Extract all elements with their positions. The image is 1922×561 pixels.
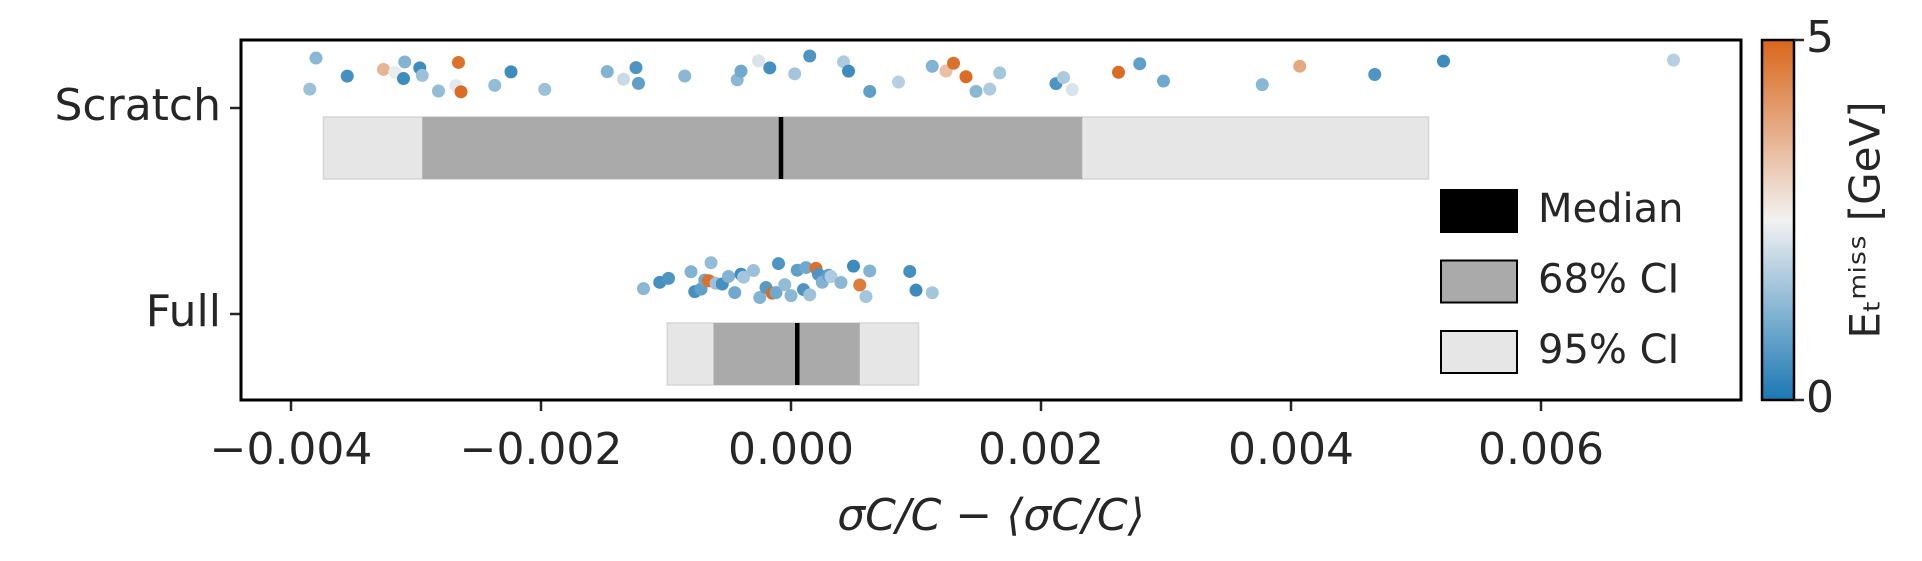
legend-label: 68% CI — [1538, 257, 1679, 303]
point — [993, 66, 1007, 80]
point — [309, 51, 323, 65]
x-tick-label: 0.004 — [1228, 424, 1354, 475]
point — [909, 283, 923, 297]
legend-label: Median — [1538, 186, 1684, 232]
ci68-bar — [422, 117, 1083, 179]
x-tick-label: −0.002 — [460, 424, 623, 475]
point — [925, 59, 939, 73]
point — [1057, 70, 1070, 84]
point — [737, 270, 750, 284]
point — [704, 256, 718, 270]
point — [753, 291, 767, 305]
x-tick-label: 0.006 — [1478, 424, 1604, 475]
point — [747, 264, 760, 278]
point — [734, 64, 748, 78]
colorbar — [1760, 38, 1796, 402]
point — [803, 49, 817, 63]
point — [454, 85, 468, 99]
x-tick-label: 0.000 — [728, 424, 854, 475]
x-axis-label: σC/C − ⟨σC/C⟩ — [837, 490, 1144, 541]
point — [803, 288, 817, 302]
point — [722, 269, 735, 283]
point — [637, 282, 650, 296]
point — [903, 264, 917, 278]
point — [397, 72, 410, 86]
point — [834, 276, 848, 290]
point — [799, 261, 813, 275]
colorbar-tick-label: 5 — [1806, 12, 1834, 63]
point — [788, 67, 802, 81]
point — [863, 84, 877, 98]
point — [847, 259, 860, 273]
point — [863, 264, 877, 278]
point — [303, 82, 317, 96]
point — [824, 270, 838, 284]
point — [1293, 59, 1307, 73]
point — [763, 61, 777, 75]
legend-swatch — [1440, 259, 1518, 304]
plot-frame — [239, 38, 1743, 402]
point — [1065, 83, 1079, 97]
point — [1112, 65, 1125, 79]
point — [684, 265, 698, 279]
legend-label: 95% CI — [1538, 327, 1679, 373]
point — [784, 289, 798, 303]
y-tick-label: Full — [146, 286, 221, 337]
point — [959, 70, 973, 84]
point — [415, 68, 429, 82]
point — [842, 64, 855, 78]
point — [853, 278, 867, 292]
colorbar-tick-label: 0 — [1806, 372, 1834, 423]
legend-swatch — [1440, 189, 1518, 233]
point — [538, 82, 552, 96]
point — [983, 82, 997, 96]
point — [488, 78, 502, 92]
y-tick-label: Scratch — [54, 80, 221, 131]
point — [1667, 53, 1680, 67]
point — [925, 286, 939, 300]
point — [1157, 74, 1170, 88]
point — [1133, 57, 1147, 71]
point — [892, 75, 905, 89]
point — [632, 76, 645, 90]
point — [947, 56, 960, 70]
point — [629, 61, 643, 75]
point — [600, 65, 614, 79]
point — [728, 286, 742, 300]
point — [752, 54, 765, 68]
point — [1255, 78, 1269, 92]
point — [772, 257, 785, 271]
point — [432, 84, 445, 98]
point — [662, 271, 675, 285]
point — [1437, 54, 1450, 68]
point — [452, 55, 465, 69]
x-tick-label: 0.002 — [978, 424, 1104, 475]
ci68-bar — [713, 323, 860, 385]
point — [969, 84, 983, 98]
point — [778, 278, 792, 292]
colorbar-label: Eₜᵐⁱˢˢ [GeV] — [1841, 101, 1890, 338]
legend-swatch — [1440, 330, 1518, 374]
point — [617, 72, 630, 86]
point — [398, 55, 412, 69]
point — [1368, 68, 1382, 82]
point — [377, 62, 390, 76]
point — [678, 69, 692, 83]
x-tick-label: −0.004 — [210, 424, 373, 475]
point — [769, 286, 783, 300]
point — [340, 69, 354, 83]
point — [859, 290, 873, 304]
point — [504, 65, 518, 79]
